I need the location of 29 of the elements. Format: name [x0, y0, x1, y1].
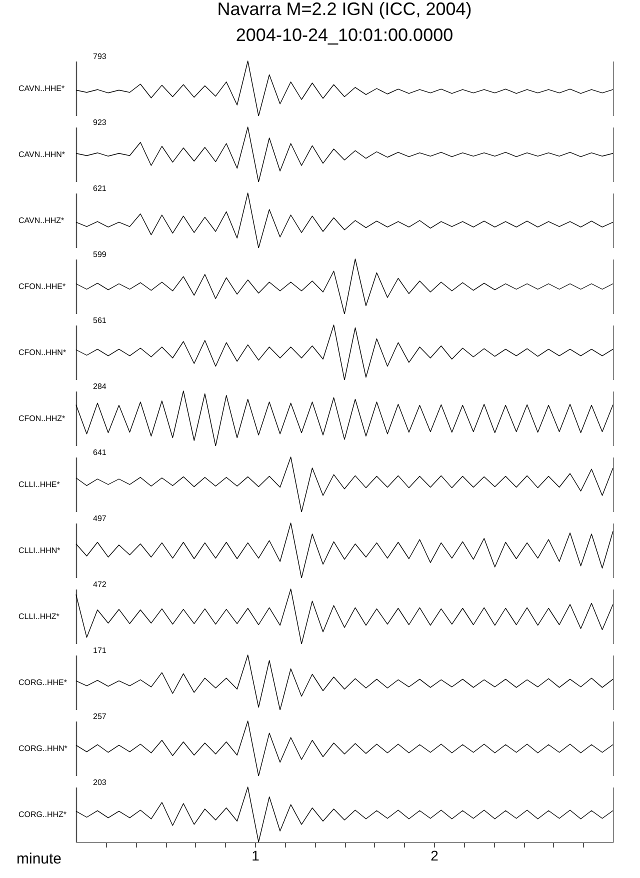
annotation: 203: [93, 778, 107, 787]
annotation: 621: [93, 184, 107, 193]
annotation: 171: [93, 646, 107, 655]
x-axis-title: minute: [16, 850, 62, 868]
annotation: 923: [93, 118, 107, 127]
y-axis-title: CFON..HHE*: [18, 282, 66, 291]
y-axis-title: CAVN..HHE*: [18, 84, 65, 93]
y-axis-title: CLLI..HHE*: [18, 480, 60, 489]
x-tick-label: 2: [430, 848, 439, 864]
annotation: 561: [93, 316, 107, 325]
y-axis-title: CLLI..HHN*: [18, 546, 60, 555]
annotation: 497: [93, 514, 107, 523]
annotation: 472: [93, 580, 107, 589]
y-axis-title: CORG..HHN*: [18, 744, 68, 753]
y-axis-title: CFON..HHN*: [18, 348, 66, 357]
y-axis-title: CLLI..HHZ*: [18, 612, 60, 621]
annotation: 641: [93, 448, 107, 457]
y-axis-title: CFON..HHZ*: [18, 414, 66, 423]
annotation: 257: [93, 712, 107, 721]
y-axis-title: CAVN..HHZ*: [18, 216, 64, 225]
y-axis-title: CORG..HHE*: [18, 678, 67, 687]
annotation: 599: [93, 250, 107, 259]
annotation: 284: [93, 382, 107, 391]
chart-title: Navarra M=2.2 IGN (ICC, 2004): [217, 0, 472, 19]
annotation: 793: [93, 52, 107, 61]
y-axis-title: CAVN..HHN*: [18, 150, 66, 159]
x-tick-label: 1: [252, 848, 260, 864]
chart-subtitle: 2004-10-24_10:01:00.0000: [236, 25, 454, 45]
y-axis-title: CORG..HHZ*: [18, 810, 66, 819]
